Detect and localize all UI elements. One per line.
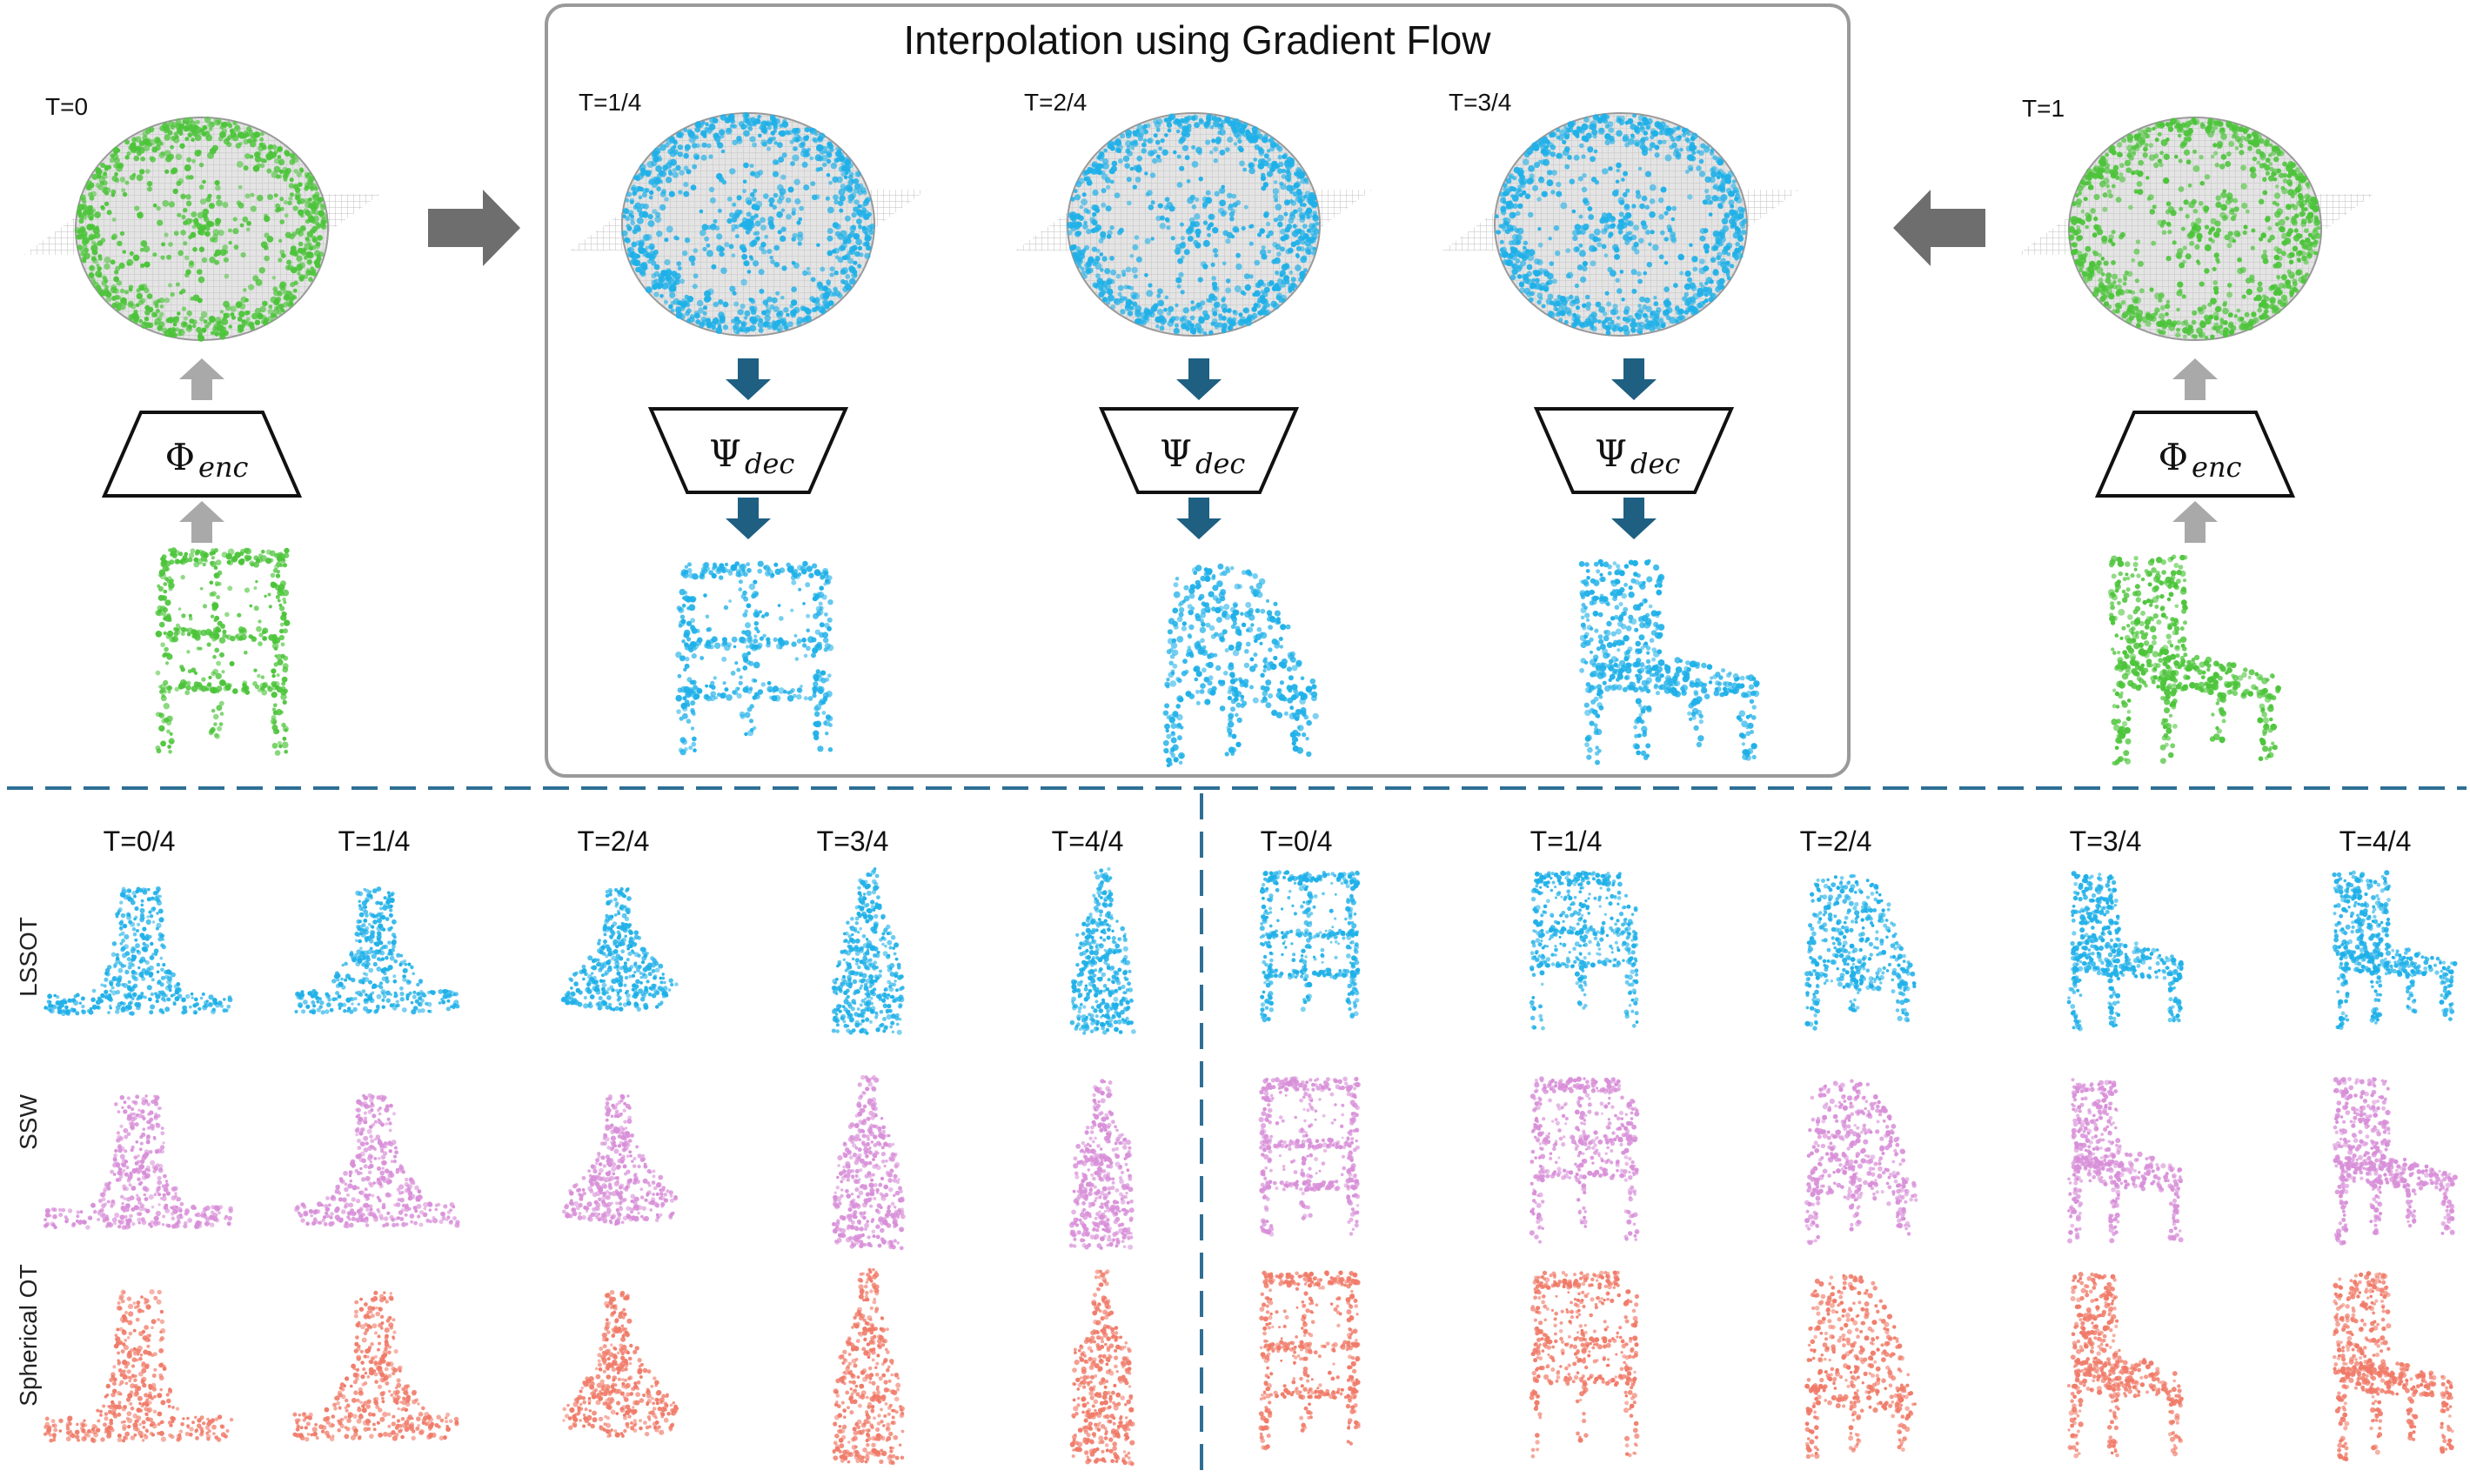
bottom-point-cloud-grid bbox=[44, 867, 2458, 1467]
module-symbol: Ψ bbox=[709, 432, 741, 475]
figure-title: Interpolation using Gradient Flow bbox=[903, 17, 1491, 63]
module-symbol: Φ bbox=[165, 436, 195, 478]
grid-lssot-left-4 bbox=[1070, 867, 1136, 1035]
module-subscript: dec bbox=[1630, 447, 1680, 480]
left-time-label: T=1/4 bbox=[338, 826, 411, 857]
grid-spherical-ot-right-4 bbox=[2333, 1271, 2454, 1461]
grid-spherical-ot-left-0 bbox=[44, 1289, 233, 1443]
sphere-t2-4 bbox=[1015, 113, 1372, 336]
grid-ssw-left-2 bbox=[562, 1094, 678, 1227]
right-time-label: T=1/4 bbox=[1530, 826, 1603, 857]
top-point-cloud-5 bbox=[2108, 554, 2281, 765]
top-label-t2-4: T=2/4 bbox=[1024, 89, 1087, 116]
grid-ssw-right-2 bbox=[1804, 1080, 1918, 1246]
grid-spherical-ot-right-2 bbox=[1804, 1274, 1917, 1460]
left-time-label: T=2/4 bbox=[578, 826, 650, 857]
grid-ssw-right-1 bbox=[1530, 1076, 1640, 1243]
module-subscript: dec bbox=[1195, 447, 1245, 480]
sphere-t3-4 bbox=[1443, 113, 1799, 336]
latent-arrow-down-icon bbox=[1611, 358, 1657, 400]
top-point-cloud-2 bbox=[675, 561, 833, 756]
module-symbol: Φ bbox=[2159, 436, 2188, 478]
grid-ssw-right-0 bbox=[1259, 1076, 1361, 1237]
top-point-clouds bbox=[155, 547, 2281, 767]
grid-ssw-right-4 bbox=[2333, 1077, 2458, 1246]
top-label-t0: T=0 bbox=[45, 93, 88, 120]
bottom-right-time-labels: T=0/4 T=1/4 T=2/4 T=3/4 T=4/4 bbox=[1261, 826, 2412, 857]
left-arrow-icon bbox=[1893, 190, 1985, 266]
grid-ssw-right-3 bbox=[2067, 1078, 2184, 1243]
input-arrow-up-icon bbox=[2172, 501, 2218, 543]
bottom-left-time-labels: T=0/4 T=1/4 T=2/4 T=3/4 T=4/4 bbox=[104, 826, 1124, 857]
latent-arrow-down-icon bbox=[726, 358, 771, 400]
right-time-label: T=2/4 bbox=[1800, 826, 1872, 857]
encoder-arrow-up-icon bbox=[179, 358, 224, 400]
output-arrow-down-icon bbox=[1176, 498, 1222, 539]
grid-spherical-ot-right-3 bbox=[2067, 1272, 2184, 1459]
sphere-t0 bbox=[23, 117, 380, 342]
module-subscript: enc bbox=[198, 451, 249, 484]
top-point-cloud-3 bbox=[1162, 564, 1318, 767]
grid-lssot-right-0 bbox=[1260, 870, 1361, 1022]
top-label-t1-4: T=1/4 bbox=[579, 89, 641, 116]
output-arrow-down-icon bbox=[1611, 498, 1657, 539]
grid-lssot-left-1 bbox=[295, 886, 460, 1014]
grid-spherical-ot-left-1 bbox=[292, 1291, 459, 1442]
grid-spherical-ot-right-1 bbox=[1530, 1271, 1640, 1459]
left-time-label: T=3/4 bbox=[817, 826, 889, 857]
latent-arrow-down-icon bbox=[1176, 358, 1222, 400]
grid-spherical-ot-left-3 bbox=[833, 1268, 905, 1466]
left-time-label: T=4/4 bbox=[1052, 826, 1124, 857]
top-point-cloud-1 bbox=[155, 547, 290, 756]
grid-spherical-ot-right-0 bbox=[1259, 1270, 1361, 1450]
grid-lssot-right-4 bbox=[2332, 870, 2457, 1030]
grid-ssw-left-0 bbox=[44, 1094, 233, 1229]
module-symbol: Ψ bbox=[1160, 432, 1192, 475]
row-label-lssot: LSSOT bbox=[15, 917, 42, 997]
input-arrow-up-icon bbox=[179, 501, 224, 543]
grid-ssw-left-4 bbox=[1069, 1079, 1135, 1250]
module-symbol: Ψ bbox=[1595, 432, 1627, 475]
module-subscript: enc bbox=[2192, 451, 2242, 484]
row-label-ssw: SSW bbox=[15, 1094, 42, 1150]
grid-ssw-left-1 bbox=[294, 1093, 460, 1229]
grid-lssot-left-3 bbox=[832, 867, 905, 1035]
left-time-label: T=0/4 bbox=[104, 826, 176, 857]
grid-lssot-left-0 bbox=[44, 886, 232, 1016]
sphere-t1 bbox=[2017, 117, 2373, 340]
sphere-t1-4 bbox=[570, 112, 927, 336]
module-subscript: dec bbox=[745, 447, 794, 480]
top-point-cloud-4 bbox=[1579, 559, 1760, 765]
output-arrow-down-icon bbox=[726, 498, 771, 539]
right-time-label: T=4/4 bbox=[2339, 826, 2412, 857]
encoder-arrow-up-icon bbox=[2172, 358, 2218, 400]
grid-lssot-right-1 bbox=[1530, 871, 1639, 1031]
row-label-spherical-ot: Spherical OT bbox=[15, 1264, 42, 1406]
grid-spherical-ot-left-4 bbox=[1070, 1269, 1135, 1466]
grid-spherical-ot-left-2 bbox=[562, 1290, 679, 1438]
grid-lssot-right-3 bbox=[2067, 871, 2184, 1031]
right-time-label: T=0/4 bbox=[1261, 826, 1333, 857]
right-time-label: T=3/4 bbox=[2070, 826, 2142, 857]
right-arrow-icon bbox=[428, 190, 520, 266]
grid-lssot-left-2 bbox=[561, 887, 679, 1012]
grid-lssot-right-2 bbox=[1804, 874, 1916, 1031]
grid-ssw-left-3 bbox=[832, 1075, 906, 1250]
latent-spheres bbox=[23, 112, 2373, 342]
top-label-t3-4: T=3/4 bbox=[1449, 89, 1511, 116]
top-label-t1: T=1 bbox=[2022, 95, 2065, 122]
